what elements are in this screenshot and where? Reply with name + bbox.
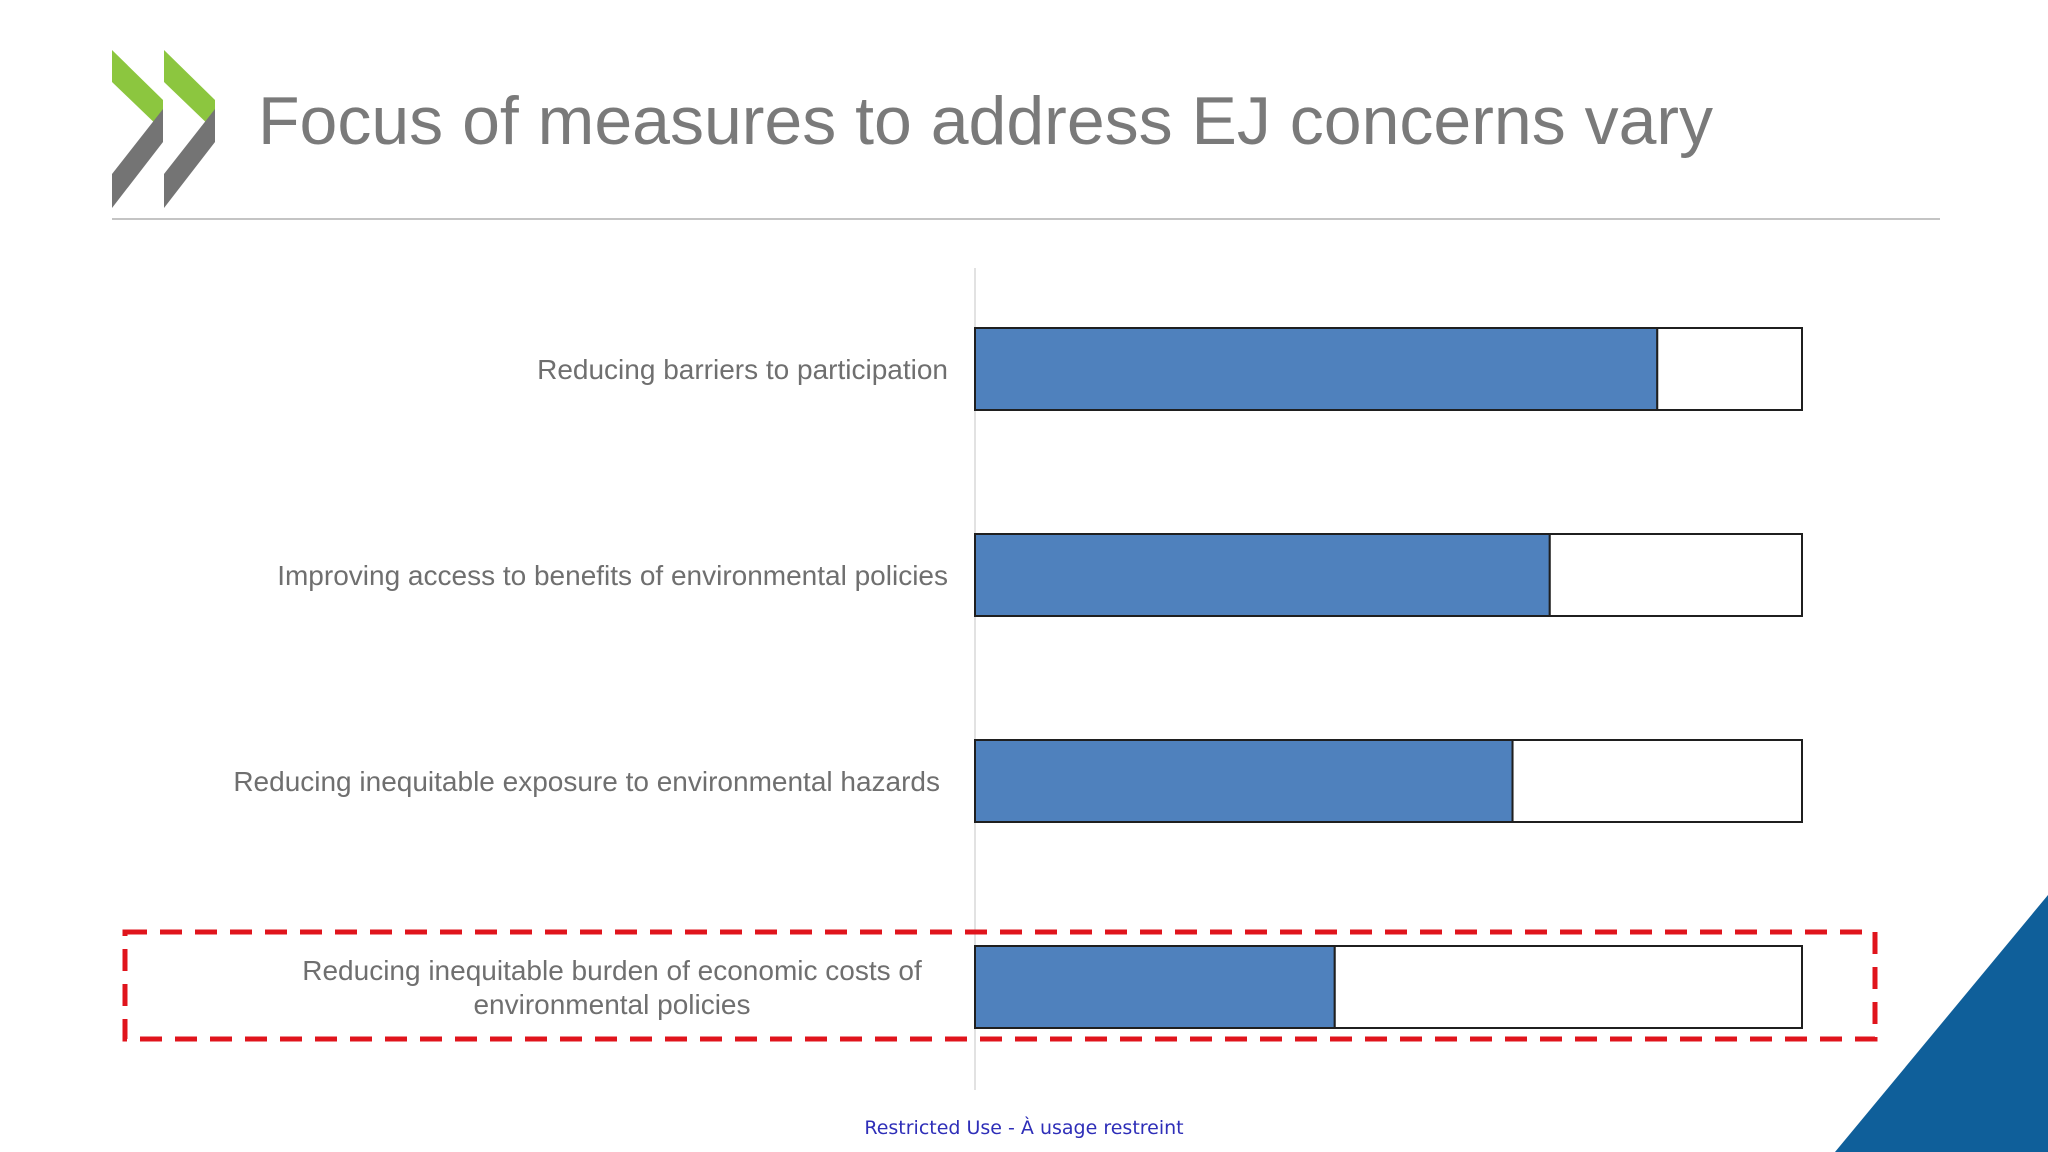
logo-chevron-left-gray: [112, 109, 163, 208]
category-label: Reducing inequitable exposure to environ…: [233, 766, 940, 797]
footer-classification: Restricted Use - À usage restreint: [864, 1117, 1184, 1139]
bar-segment-filled: [974, 327, 1659, 411]
bar-segment-remainder: [1511, 739, 1804, 823]
logo-chevron-right-green: [164, 50, 215, 131]
category-label: Reducing barriers to participation: [537, 354, 948, 385]
highlight-dashed-box: [122, 929, 1878, 1042]
bar-segment-remainder: [1656, 327, 1804, 411]
title-divider: [112, 218, 1940, 220]
logo-chevron-left-green: [112, 50, 163, 131]
category-label: Improving access to benefits of environm…: [277, 560, 948, 591]
corner-triangle-decoration: [1835, 895, 2048, 1152]
bar-segment-filled: [974, 739, 1514, 823]
bar-segment-remainder: [1548, 533, 1804, 617]
bar-segment-filled: [974, 945, 1336, 1029]
category-label: Reducing inequitable burden of economic …: [302, 955, 922, 1020]
logo-chevron-right-gray: [164, 109, 215, 208]
chart-bars: [974, 327, 1804, 1029]
oecd-chevron-logo-icon: [112, 50, 215, 208]
bar-segment-remainder: [1333, 945, 1803, 1029]
category-labels: Reducing barriers to participation Improv…: [233, 354, 948, 1020]
page-title: Focus of measures to address EJ concerns…: [258, 83, 1714, 159]
bar-segment-filled: [974, 533, 1551, 617]
